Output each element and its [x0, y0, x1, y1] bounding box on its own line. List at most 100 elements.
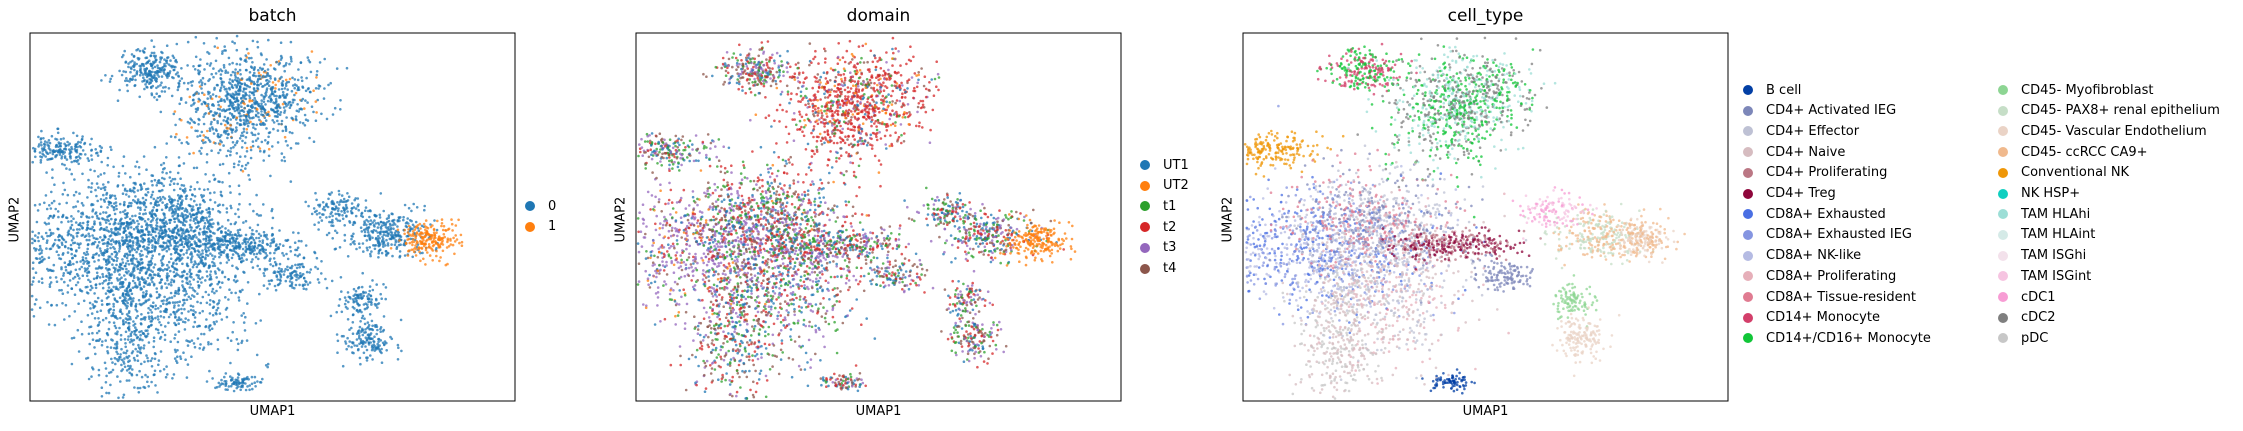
data-point [163, 62, 166, 66]
data-point [346, 199, 350, 202]
data-point [260, 107, 264, 110]
data-point [88, 238, 91, 242]
data-point [150, 357, 154, 360]
data-point [251, 144, 255, 148]
data-point [269, 174, 272, 178]
data-point [165, 308, 169, 312]
data-point [125, 236, 128, 240]
data-point [440, 222, 444, 225]
data-point [152, 283, 156, 287]
data-point [69, 149, 72, 153]
data-point [156, 196, 160, 200]
data-point [370, 230, 373, 233]
data-point [112, 302, 115, 306]
data-point [104, 339, 107, 342]
data-point [200, 102, 204, 106]
data-point [201, 249, 204, 252]
data-point [219, 105, 222, 109]
data-point [417, 247, 421, 251]
data-point [338, 200, 342, 204]
data-point [200, 81, 204, 84]
data-point [283, 111, 286, 114]
data-point [106, 156, 110, 160]
data-point [176, 182, 179, 186]
data-point [175, 262, 178, 266]
data-point [142, 291, 145, 294]
data-point [234, 240, 237, 244]
data-point [206, 129, 209, 133]
data-point [112, 165, 115, 169]
data-point [122, 320, 125, 324]
data-point [290, 116, 294, 120]
data-point [89, 288, 92, 292]
data-point [407, 224, 411, 228]
data-point [371, 236, 374, 240]
data-point [129, 204, 133, 208]
data-point [188, 268, 192, 272]
data-point [308, 281, 312, 284]
data-point [142, 301, 146, 305]
data-point [95, 331, 99, 335]
data-point [156, 242, 160, 245]
data-point [178, 300, 181, 304]
data-point [223, 275, 227, 279]
data-point [162, 241, 165, 244]
data-point [44, 155, 47, 158]
data-point [332, 202, 336, 206]
data-point [138, 263, 142, 266]
data-point [150, 78, 153, 81]
data-point [171, 209, 175, 212]
data-point [231, 330, 234, 334]
data-point [432, 243, 436, 247]
data-point [243, 106, 246, 110]
data-point [229, 127, 232, 130]
data-point [130, 330, 134, 334]
data-point [119, 333, 123, 337]
data-point [446, 228, 450, 231]
data-point [105, 197, 108, 200]
data-point [366, 297, 370, 301]
data-point [236, 348, 240, 352]
data-point [104, 316, 108, 320]
data-point [65, 201, 68, 205]
data-point [171, 200, 174, 203]
data-point [332, 224, 335, 228]
data-point [216, 282, 219, 286]
data-point [152, 336, 156, 340]
data-point [181, 236, 185, 240]
data-point [217, 242, 220, 246]
data-point [86, 356, 90, 360]
data-point [61, 215, 64, 219]
data-point [83, 142, 86, 146]
data-point [251, 133, 255, 136]
data-point [158, 252, 161, 256]
data-point [186, 40, 190, 44]
data-point [187, 310, 190, 313]
data-point [181, 188, 185, 192]
data-point [145, 67, 149, 70]
data-point [208, 191, 212, 195]
data-point [411, 223, 415, 227]
data-point [250, 131, 253, 135]
data-point [152, 345, 155, 349]
data-point [48, 228, 52, 232]
data-point [293, 78, 297, 81]
data-point [258, 77, 262, 80]
data-point [121, 396, 125, 399]
data-point [179, 187, 182, 191]
data-point [75, 272, 79, 276]
data-point [44, 231, 48, 235]
data-point [223, 49, 226, 52]
data-point [193, 195, 197, 198]
data-point [226, 92, 229, 96]
data-point [87, 232, 90, 236]
data-point [225, 90, 229, 93]
data-point [238, 81, 242, 85]
data-point [104, 236, 107, 239]
data-point [284, 64, 287, 67]
data-point [31, 237, 34, 241]
data-point [107, 238, 110, 241]
data-point [229, 103, 232, 107]
data-point [59, 148, 62, 152]
data-point [214, 59, 218, 63]
